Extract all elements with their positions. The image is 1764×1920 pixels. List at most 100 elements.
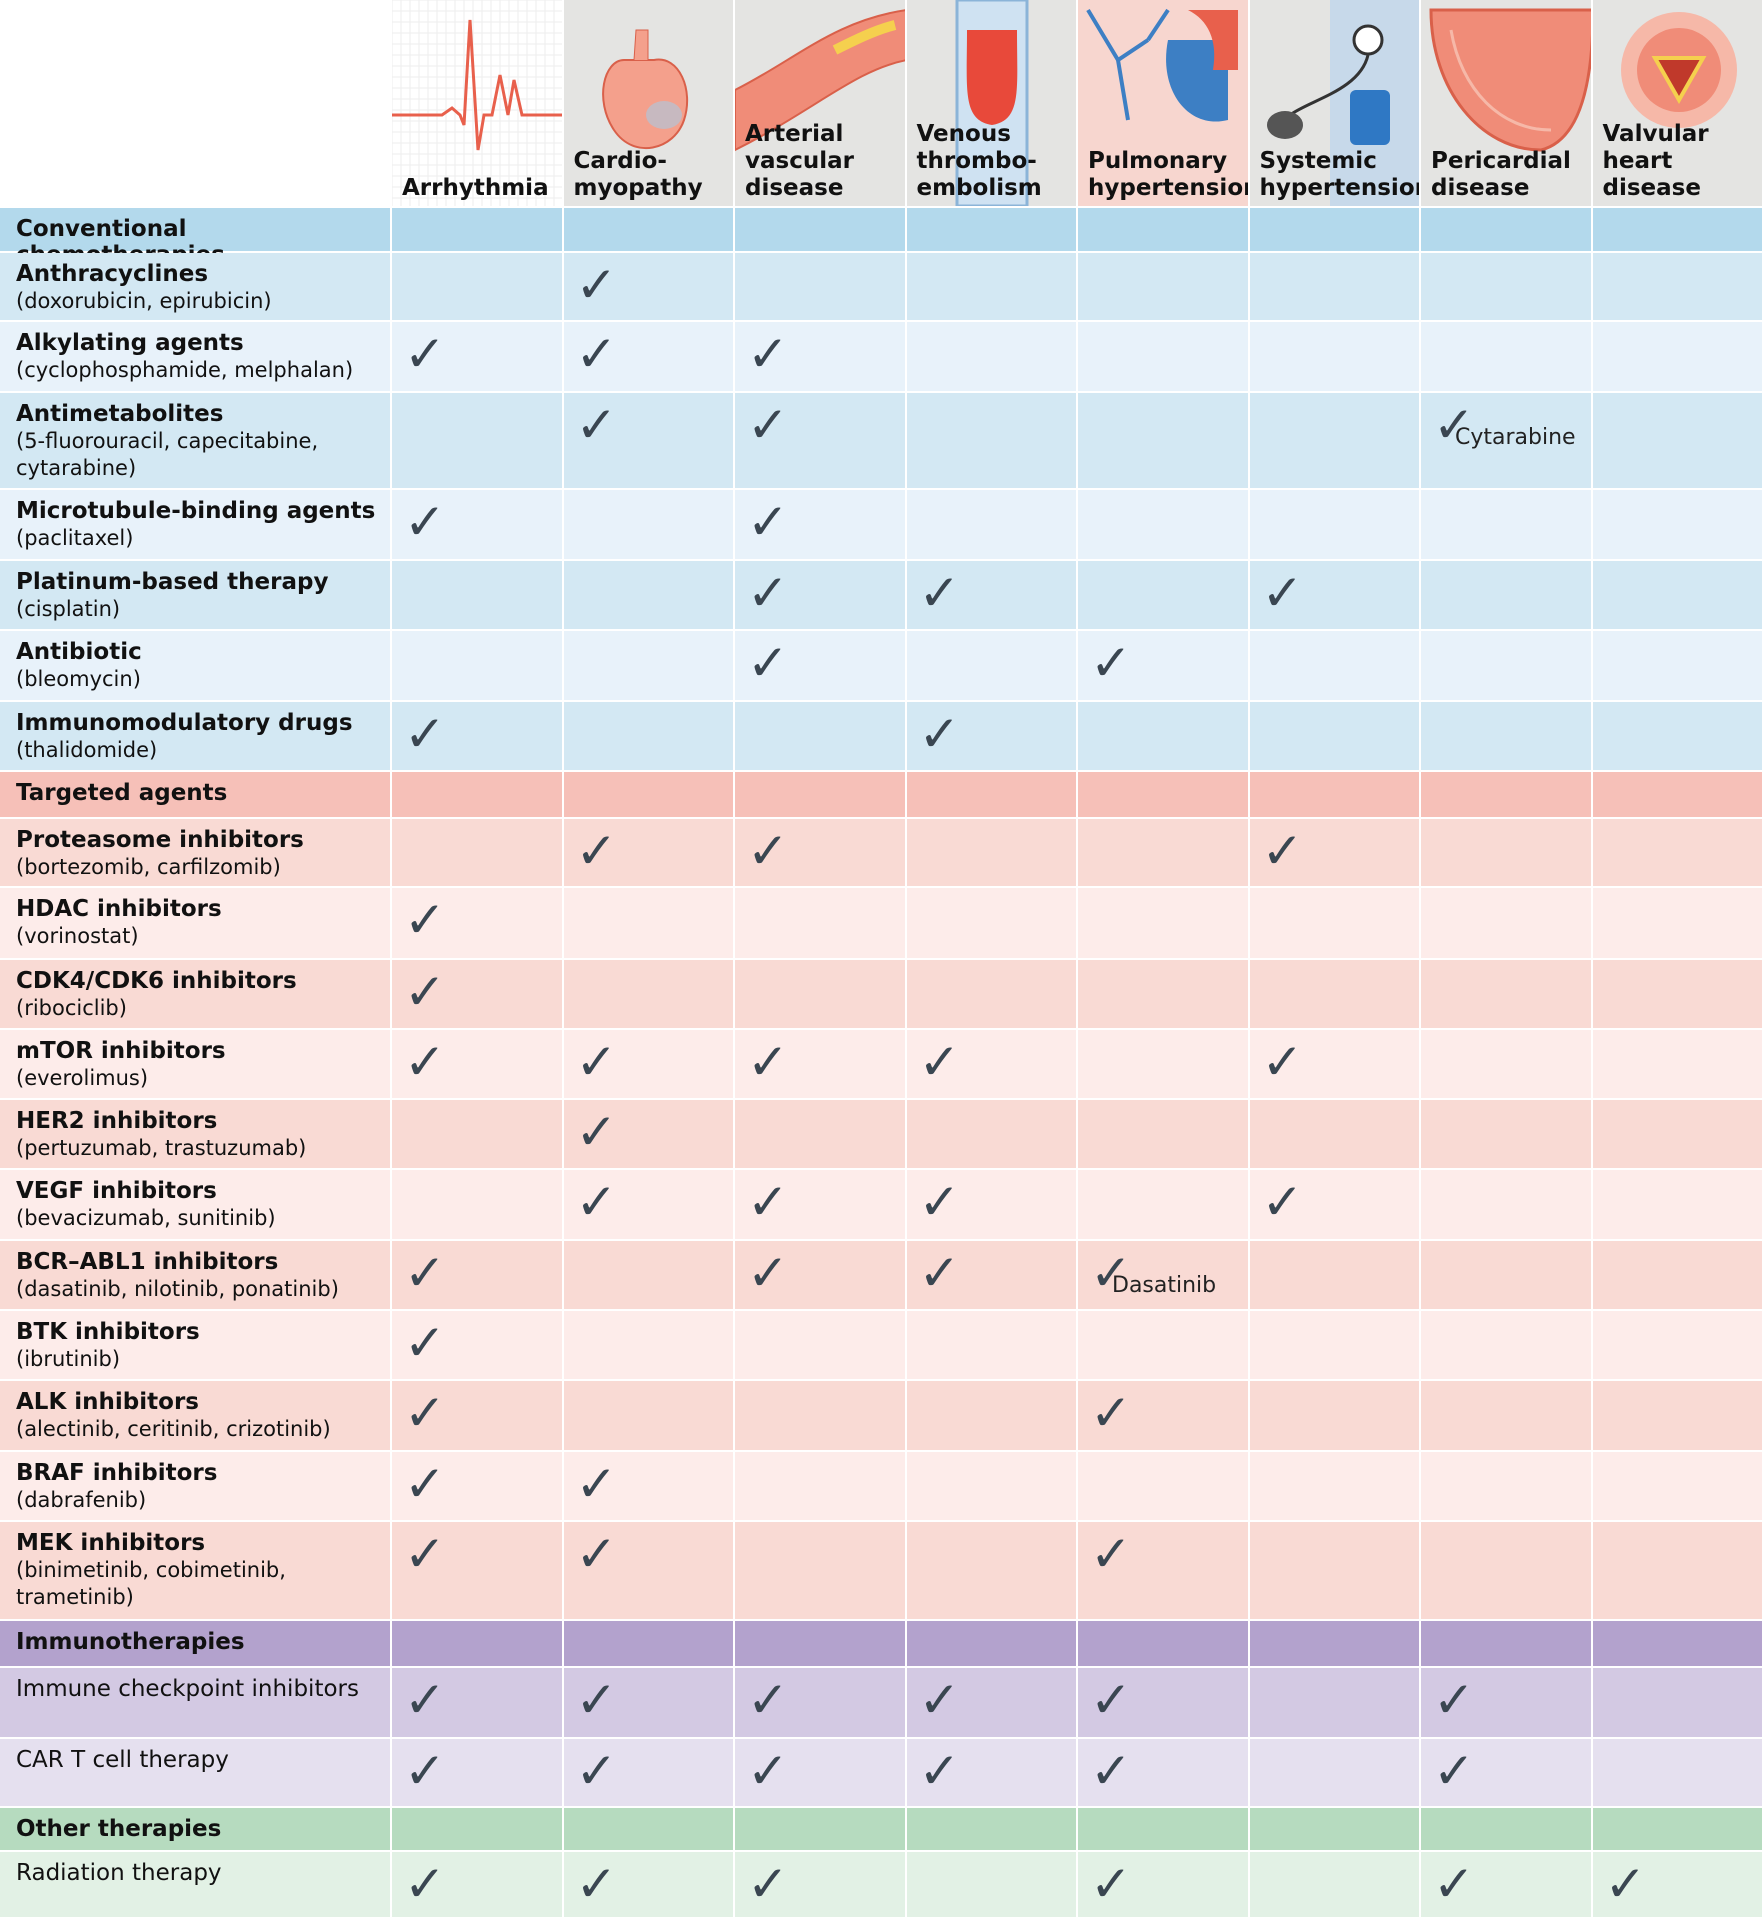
section-header-cell (563, 1621, 735, 1668)
table-cell: ✓ (563, 1852, 735, 1919)
check-mark: ✓ (747, 1244, 789, 1302)
section-header-cell (1249, 772, 1421, 819)
drug-examples: (doxorubicin, epirubicin) (16, 289, 272, 313)
row-label: HER2 inhibitors (pertuzumab, trastuzumab) (0, 1100, 392, 1170)
table-cell (1592, 702, 1764, 772)
table-cell (1249, 1381, 1421, 1452)
table-cell (1421, 888, 1593, 960)
drug-class: Immunomodulatory drugs (16, 710, 353, 736)
row-label: Immunomodulatory drugs (thalidomide) (0, 702, 392, 772)
column-header: Cardio- myopathy (563, 0, 735, 206)
drug-examples: (bleomycin) (16, 667, 141, 691)
table-cell: ✓ (1421, 1852, 1593, 1919)
table-cell (563, 631, 735, 702)
table-cell (906, 1100, 1078, 1170)
table-cell: ✓ (392, 322, 564, 393)
section-header-cell (735, 1808, 907, 1852)
table-cell: ✓ (1421, 1668, 1593, 1739)
row-label: Microtubule-binding agents (paclitaxel) (0, 490, 392, 561)
drug-examples: (cisplatin) (16, 597, 121, 621)
table-cell: ✓ Dasatinib (1078, 1241, 1250, 1311)
table-cell (735, 1311, 907, 1381)
table-cell: ✓ (735, 490, 907, 561)
table-cell (1078, 1311, 1250, 1381)
check-mark: ✓ (575, 1103, 618, 1161)
table-cell: ✓ (392, 1739, 564, 1808)
table-cell: ✓ (563, 1100, 735, 1170)
table-cell (1592, 631, 1764, 702)
table-cell: ✓ (735, 393, 907, 490)
section-header-cell (1421, 1621, 1593, 1668)
table-cell (1592, 1668, 1764, 1739)
check-mark: ✓ (575, 1455, 618, 1513)
table-cell (1078, 960, 1250, 1030)
table-cell: ✓ (563, 1452, 735, 1522)
drug-examples: (thalidomide) (16, 738, 158, 762)
table-cell (1421, 631, 1593, 702)
table-cell: ✓ (563, 393, 735, 490)
check-mark: ✓ (747, 396, 789, 454)
row-label: Antimetabolites (5-fluorouracil, capecita… (0, 393, 392, 490)
table-cell: ✓ (1078, 1852, 1250, 1919)
section-header-cell (735, 772, 907, 819)
table-cell (1421, 1452, 1593, 1522)
section-title: Other therapies (16, 1816, 222, 1842)
therapy-name: CAR T cell therapy (16, 1747, 229, 1773)
column-header: Pericardial disease (1421, 0, 1593, 206)
column-header: Arrhythmia (392, 0, 564, 206)
section-header-cell (906, 772, 1078, 819)
check-mark: ✓ (747, 1033, 789, 1091)
header-illustration (392, 0, 562, 206)
table-cell (1592, 819, 1764, 888)
row-name: BTK inhibitors (0, 1311, 390, 1346)
table-cell (392, 1100, 564, 1170)
row-label: BTK inhibitors (ibrutinib) (0, 1311, 392, 1381)
row-label: VEGF inhibitors (bevacizumab, sunitinib) (0, 1170, 392, 1241)
drug-examples: (ibrutinib) (16, 1347, 121, 1371)
row-label: HDAC inhibitors (vorinostat) (0, 888, 392, 960)
check-mark: ✓ (918, 705, 961, 763)
drug-class: MEK inhibitors (16, 1530, 206, 1556)
column-label: Arrhythmia (402, 175, 549, 201)
drug-class: ALK inhibitors (16, 1389, 199, 1415)
row-name: BCR–ABL1 inhibitors (0, 1241, 390, 1276)
check-note: Cytarabine (1455, 425, 1576, 450)
table-cell (1421, 1241, 1593, 1311)
table-cell: ✓ (1421, 1739, 1593, 1808)
check-mark: ✓ (404, 1671, 446, 1729)
row-label: ALK inhibitors (alectinib, ceritinib, cri… (0, 1381, 392, 1452)
row-label: Platinum-based therapy (cisplatin) (0, 561, 392, 631)
check-mark: ✓ (575, 325, 618, 383)
check-mark: ✓ (575, 1855, 618, 1913)
table-cell (1421, 1311, 1593, 1381)
therapy-name: Immune checkpoint inhibitors (16, 1676, 359, 1702)
table-cell: ✓ (735, 1030, 907, 1100)
section-header-cell (1421, 208, 1593, 253)
table-cell (1421, 1170, 1593, 1241)
therapy-name: Radiation therapy (16, 1860, 222, 1886)
table-cell (563, 1311, 735, 1381)
row-label: Alkylating agents (cyclophosphamide, melp… (0, 322, 392, 393)
table-cell: ✓ (735, 1170, 907, 1241)
section-header-cell (1249, 1621, 1421, 1668)
table-cell (1249, 1739, 1421, 1808)
table-cell: ✓ (392, 1030, 564, 1100)
check-mark: ✓ (1090, 1525, 1132, 1583)
table-cell (1592, 1452, 1764, 1522)
table-cell: ✓ (1249, 1170, 1421, 1241)
table-cell (1249, 1668, 1421, 1739)
row-name: VEGF inhibitors (0, 1170, 390, 1205)
table-cell (1421, 322, 1593, 393)
table-cell: ✓ (735, 322, 907, 393)
table-cell (1592, 393, 1764, 490)
table-cell: ✓ (563, 1030, 735, 1100)
check-mark: ✓ (918, 1742, 961, 1800)
table-cell (735, 888, 907, 960)
table-cell (563, 561, 735, 631)
table-cell (906, 1381, 1078, 1452)
row-name: HDAC inhibitors (0, 888, 390, 923)
table-cell (735, 1100, 907, 1170)
drug-examples: (bevacizumab, sunitinib) (16, 1206, 276, 1230)
section-header-cell (1592, 772, 1764, 819)
row-name: ALK inhibitors (0, 1381, 390, 1416)
